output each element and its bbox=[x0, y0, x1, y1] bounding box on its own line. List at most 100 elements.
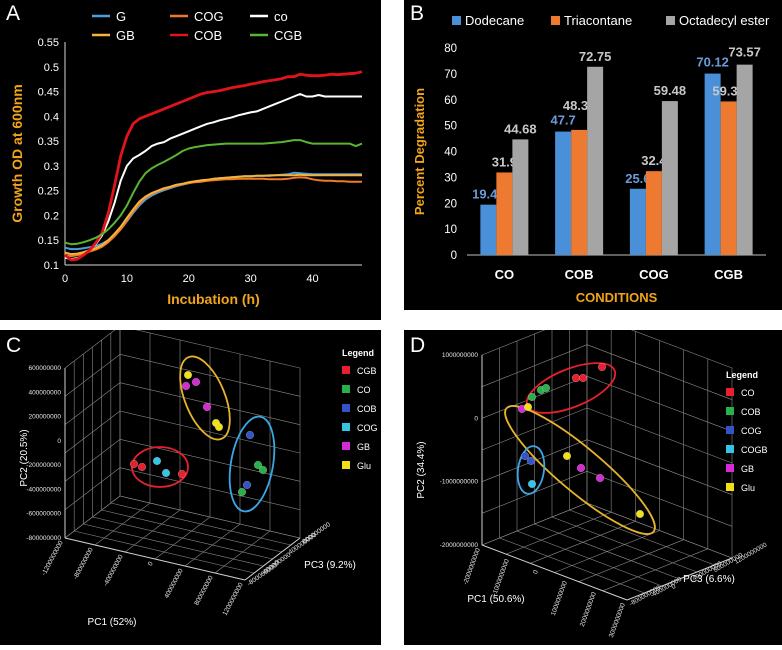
floor-grid-line bbox=[184, 523, 241, 567]
legend-label-cob: COB bbox=[194, 28, 222, 43]
z-axis-title: PC3 (9.2%) bbox=[304, 560, 356, 571]
y-axis-title: PC2 (34.4%) bbox=[416, 441, 427, 498]
bar-value-label: 32.4 bbox=[641, 153, 667, 168]
data-point-co bbox=[258, 465, 268, 475]
cluster-ellipse-yellow bbox=[179, 355, 231, 441]
data-point-cogb bbox=[527, 479, 537, 489]
y-tick-label: 0.5 bbox=[44, 62, 59, 74]
legend-label: COGB bbox=[741, 445, 768, 455]
legend-swatch bbox=[726, 426, 734, 434]
legend-label-co: co bbox=[274, 9, 288, 24]
degradation-bar-chart: 01020304050607080CO19.4631.944.68COB47.7… bbox=[412, 13, 770, 305]
bar-value-label: 31.9 bbox=[492, 154, 517, 169]
bar-value-label: 70.12 bbox=[696, 55, 729, 70]
panel-label-c: C bbox=[6, 334, 22, 357]
pca-3d-plot-d: 1000000000 0 -1000000000 -2000000000-200000… bbox=[416, 312, 769, 639]
y-tick-label: 60 bbox=[444, 95, 457, 107]
panel-b: 0 10 20 30 40 50 60 70 80 CO 19.46 31.9 44.68 COB 47.7… bbox=[404, 0, 782, 310]
bar-triacontane bbox=[720, 101, 737, 255]
x-tick-label: 10 bbox=[121, 273, 133, 285]
bar-triacontane bbox=[645, 171, 662, 255]
data-point-glu bbox=[562, 451, 572, 461]
bar-dodecane bbox=[555, 131, 572, 255]
data-point-cog bbox=[526, 456, 536, 466]
y-tick-label: 30 bbox=[444, 172, 457, 184]
x-tick-label: -2000000000 bbox=[462, 547, 482, 586]
data-point-cob bbox=[541, 383, 551, 393]
bar-triacontane bbox=[571, 129, 588, 255]
data-point-gb bbox=[181, 381, 191, 391]
x-tick-label: 40 bbox=[306, 273, 318, 285]
legend-label: COG bbox=[357, 423, 378, 433]
x-axis-line bbox=[64, 537, 246, 581]
legend-label-cgb: CGB bbox=[274, 28, 302, 43]
cluster-ellipse-blue bbox=[516, 445, 546, 495]
legend-label: COG bbox=[741, 426, 762, 436]
data-point-co bbox=[237, 487, 247, 497]
legend-label: GB bbox=[741, 464, 754, 474]
floor-grid-line bbox=[534, 523, 680, 580]
x-tick-label: -1200000000 bbox=[41, 539, 65, 576]
data-point-gb bbox=[191, 377, 201, 387]
series-line-cog bbox=[64, 176, 362, 258]
growth-curve-chart: 0.1 0.15 0.2 0.25 0.3 0.35 0.4 0.45 0.5 0.55 0 10 20… bbox=[9, 9, 363, 307]
legend-swatch bbox=[726, 445, 734, 453]
y-tick-label: 0.1 bbox=[44, 260, 59, 272]
bar-dodecane bbox=[480, 204, 497, 255]
category-label: CO bbox=[495, 267, 515, 282]
legend-swatch bbox=[342, 385, 350, 393]
x-tick-label: 3000000000 bbox=[608, 602, 627, 639]
y-tick-label: 0.45 bbox=[38, 87, 59, 99]
legend-swatch bbox=[342, 404, 350, 412]
data-point-cgb bbox=[177, 469, 187, 479]
x-tick-label: 0 bbox=[147, 560, 155, 567]
data-point-glu bbox=[183, 370, 193, 380]
z-axis-title: PC3 (6.6%) bbox=[683, 574, 735, 585]
x-axis-title: PC1 (52%) bbox=[88, 617, 137, 628]
x-tick-label: 20 bbox=[183, 273, 195, 285]
x-axis-title: CONDITIONS bbox=[576, 290, 658, 305]
legend-swatch bbox=[342, 461, 350, 469]
bar-value-label: 47.7 bbox=[550, 113, 575, 128]
legend-swatch bbox=[666, 16, 675, 25]
category-label: CGB bbox=[714, 267, 743, 282]
panel-a: 0.1 0.15 0.2 0.25 0.3 0.35 0.4 0.45 0.5 0.55 0 10 20… bbox=[0, 0, 381, 320]
x-tick-label: 30 bbox=[245, 273, 257, 285]
y-axis-title: Percent Degradation bbox=[412, 88, 427, 215]
z-tick-label: 0 bbox=[671, 583, 678, 591]
bar-dodecane bbox=[629, 188, 646, 255]
data-point-co bbox=[571, 373, 581, 383]
floor-grid-line bbox=[92, 516, 273, 560]
y-tick-label: 0.55 bbox=[38, 37, 59, 49]
y-tick-label: 10 bbox=[444, 224, 457, 236]
legend-swatch bbox=[551, 16, 560, 25]
data-point-co bbox=[253, 460, 263, 470]
data-point-cgb bbox=[137, 462, 147, 472]
data-point-cog bbox=[520, 451, 530, 461]
data-point-cog bbox=[161, 468, 171, 478]
series-line-gb bbox=[64, 173, 362, 256]
cluster-ellipse-blue bbox=[228, 415, 276, 513]
legend-swatch bbox=[726, 388, 734, 396]
z-axis-line bbox=[626, 557, 733, 601]
x-tick-label: -400000000 bbox=[102, 553, 125, 587]
legend-swatch bbox=[342, 442, 350, 450]
x-tick-label: 1200000000 bbox=[222, 581, 245, 617]
z-axis-line bbox=[244, 537, 301, 581]
data-point-glu bbox=[523, 402, 533, 412]
legend-label: Glu bbox=[741, 483, 755, 493]
category-label: COG bbox=[639, 267, 669, 282]
data-point-gb bbox=[202, 402, 212, 412]
legend-swatch bbox=[726, 464, 734, 472]
x-axis-title: Incubation (h) bbox=[167, 291, 260, 307]
data-point-co bbox=[597, 362, 607, 372]
y-tick-label: -200000000 bbox=[26, 462, 61, 469]
x-axis-line bbox=[481, 544, 628, 601]
x-axis-title: PC1 (50.6%) bbox=[467, 594, 524, 605]
floor-grid-line bbox=[110, 502, 291, 546]
x-tick-label: 800000000 bbox=[193, 574, 215, 606]
x-tick-label: 0 bbox=[62, 273, 68, 285]
data-point-co bbox=[578, 373, 588, 383]
data-point-cob bbox=[245, 430, 255, 440]
bar-octadecyl-ester bbox=[512, 139, 529, 255]
